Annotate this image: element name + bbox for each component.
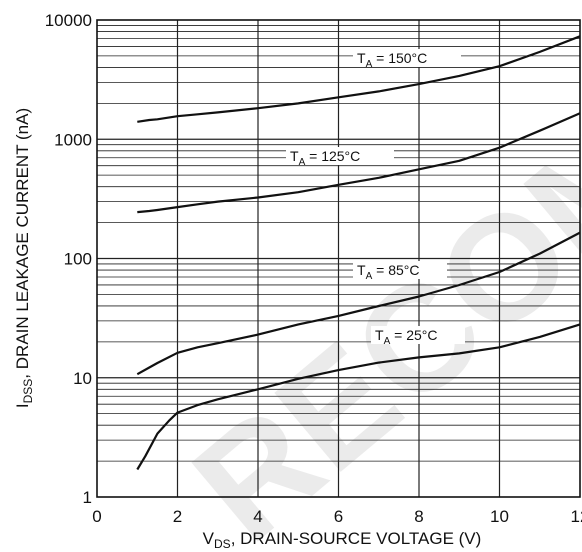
x-tick-labels: 0 2 4 6 8 10 12 bbox=[92, 507, 582, 526]
y-tick-label: 100 bbox=[64, 250, 92, 269]
y-tick-label: 1000 bbox=[54, 130, 92, 149]
curve-label-name: 125°C bbox=[321, 148, 360, 164]
curve-label-eq: = bbox=[305, 148, 321, 164]
y-axis-comma: , bbox=[13, 369, 32, 378]
y-tick-label: 10000 bbox=[45, 11, 92, 30]
curve-label: TA = 25°C bbox=[375, 327, 437, 347]
series-lines bbox=[136, 35, 581, 471]
series-line bbox=[136, 323, 581, 471]
x-tick-label: 10 bbox=[490, 507, 509, 526]
curve-label: TA = 125°C bbox=[290, 148, 360, 168]
curve-label-symbol: T bbox=[290, 148, 299, 164]
curve-label-symbol: T bbox=[375, 327, 384, 343]
y-tick-label: 1 bbox=[83, 488, 92, 507]
x-tick-label: 12 bbox=[571, 507, 582, 526]
y-tick-label: 10 bbox=[73, 369, 92, 388]
x-tick-label: 4 bbox=[253, 507, 262, 526]
curve-label-symbol: T bbox=[357, 50, 366, 66]
curve-label-bg bbox=[353, 49, 461, 67]
x-axis-symbol-sub: DS bbox=[214, 537, 231, 551]
plot-frame bbox=[96, 19, 581, 498]
curve-label: TA = 85°C bbox=[357, 262, 419, 282]
series-line bbox=[137, 35, 581, 123]
series-line bbox=[137, 112, 581, 214]
y-tick-labels: 1 10 100 1000 10000 bbox=[45, 11, 92, 507]
x-tick-label: 0 bbox=[92, 507, 101, 526]
x-axis-title: VDS, DRAIN-SOURCE VOLTAGE (V) bbox=[203, 529, 482, 551]
curve-label: TA = 150°C bbox=[357, 50, 427, 70]
curve-label-eq: = bbox=[390, 327, 406, 343]
y-axis-label: DRAIN LEAKAGE CURRENT (nA) bbox=[13, 108, 32, 369]
y-axis-symbol: I bbox=[13, 403, 32, 408]
curve-label-sub: A bbox=[366, 59, 373, 70]
x-tick-label: 6 bbox=[334, 507, 343, 526]
x-tick-label: 8 bbox=[414, 507, 423, 526]
x-axis-label: DRAIN-SOURCE VOLTAGE (V) bbox=[240, 529, 481, 548]
series-line bbox=[136, 231, 581, 376]
curve-label-symbol: T bbox=[357, 262, 366, 278]
y-axis-symbol-sub: DSS bbox=[21, 379, 35, 404]
x-tick-label: 2 bbox=[173, 507, 182, 526]
curve-label-bg bbox=[286, 147, 394, 165]
x-axis-comma: , bbox=[231, 529, 240, 548]
curve-label-sub: A bbox=[299, 157, 306, 168]
x-axis-symbol: V bbox=[203, 529, 215, 548]
curve-label-bg bbox=[353, 261, 447, 279]
curve-label-eq: = bbox=[372, 262, 388, 278]
y-axis-title: IDSS, DRAIN LEAKAGE CURRENT (nA) bbox=[13, 108, 35, 408]
curve-label-name: 25°C bbox=[406, 327, 437, 343]
grid bbox=[97, 20, 580, 497]
curve-label-name: 85°C bbox=[388, 262, 419, 278]
curve-labels: TA = 150°CTA = 125°CTA = 85°CTA = 25°C bbox=[286, 49, 465, 347]
curve-label-sub: A bbox=[366, 271, 373, 282]
curve-label-sub: A bbox=[384, 336, 391, 347]
curve-label-eq: = bbox=[372, 50, 388, 66]
curve-label-bg bbox=[371, 326, 465, 344]
curve-label-name: 150°C bbox=[388, 50, 427, 66]
